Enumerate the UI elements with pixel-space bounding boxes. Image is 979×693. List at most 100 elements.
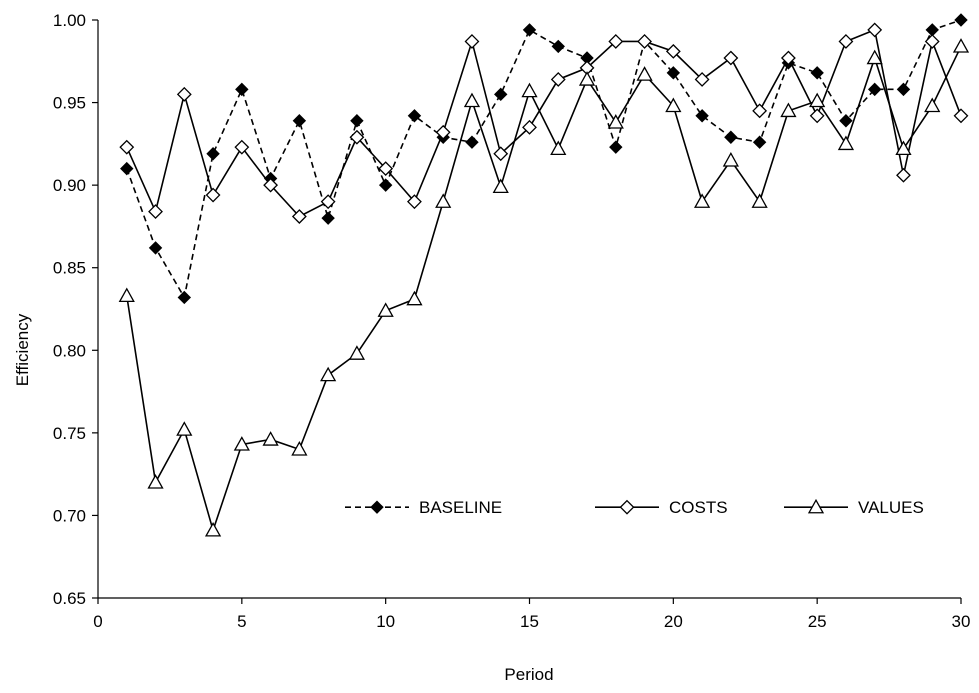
- data-point-costs: [378, 161, 394, 177]
- y-tick-label: 0.85: [53, 259, 86, 278]
- data-point-costs: [780, 50, 796, 66]
- series-values: [118, 38, 970, 537]
- legend-item-costs: COSTS: [595, 498, 728, 517]
- data-point-costs: [291, 209, 307, 224]
- data-point-values: [550, 140, 567, 156]
- data-point-costs: [493, 146, 509, 162]
- data-point-costs: [867, 22, 883, 38]
- data-point-costs: [608, 34, 624, 49]
- data-point-values: [320, 366, 337, 382]
- legend: BASELINE COSTS VALUES: [345, 498, 924, 517]
- data-point-values: [780, 102, 797, 118]
- legend-marker-costs: [619, 499, 635, 515]
- data-point-values: [751, 193, 768, 208]
- y-tick-label: 0.80: [53, 341, 86, 360]
- data-point-values: [607, 114, 624, 129]
- data-point-values: [722, 152, 739, 167]
- data-point-costs: [665, 43, 681, 59]
- data-point-values: [406, 290, 423, 306]
- data-point-costs: [407, 194, 422, 210]
- data-point-values: [463, 92, 481, 108]
- data-point-baseline: [551, 39, 565, 54]
- data-point-baseline: [954, 13, 968, 27]
- data-point-values: [176, 421, 193, 436]
- x-axis-title: Period: [504, 665, 553, 684]
- data-point-values: [952, 38, 970, 53]
- data-point-costs: [752, 103, 768, 119]
- data-point-values: [636, 66, 653, 81]
- data-point-values: [665, 97, 682, 113]
- legend-label-costs: COSTS: [669, 498, 728, 517]
- data-point-costs: [349, 129, 365, 145]
- data-point-baseline: [378, 178, 393, 192]
- data-point-values: [866, 49, 883, 65]
- data-point-baseline: [206, 147, 220, 161]
- y-tick-label: 0.70: [53, 506, 86, 525]
- data-point-baseline: [350, 114, 364, 128]
- legend-marker-baseline: [370, 500, 384, 514]
- data-point-values: [521, 82, 538, 98]
- y-tick-label: 0.75: [53, 424, 86, 443]
- data-point-costs: [176, 86, 192, 102]
- y-tick-label: 0.95: [53, 94, 86, 113]
- data-point-baseline: [177, 290, 192, 305]
- data-point-baseline: [321, 211, 335, 225]
- series-line-costs: [126, 28, 962, 218]
- data-point-costs: [464, 34, 480, 49]
- data-point-baseline: [839, 114, 853, 128]
- series-baseline: [120, 13, 968, 305]
- legend-item-baseline: BASELINE: [345, 498, 502, 517]
- data-point-baseline: [867, 82, 882, 97]
- data-point-baseline: [752, 135, 767, 149]
- series-costs: [119, 22, 969, 224]
- data-point-costs: [637, 34, 652, 49]
- data-point-costs: [896, 167, 911, 183]
- data-point-values: [435, 193, 452, 208]
- data-point-costs: [435, 124, 451, 140]
- y-tick-label: 0.65: [53, 589, 86, 608]
- data-point-baseline: [235, 82, 249, 97]
- x-tick-label: 10: [376, 612, 395, 631]
- data-point-values: [492, 178, 509, 194]
- x-tick-label: 20: [664, 612, 683, 631]
- data-point-costs: [522, 119, 537, 135]
- data-point-costs: [234, 139, 250, 155]
- data-point-values: [262, 431, 279, 446]
- data-point-values: [291, 441, 308, 456]
- data-point-costs: [119, 139, 135, 155]
- data-point-costs: [550, 72, 566, 87]
- data-point-costs: [205, 187, 221, 203]
- data-point-costs: [723, 50, 739, 66]
- legend-label-values: VALUES: [858, 498, 924, 517]
- data-point-costs: [838, 34, 854, 49]
- data-point-baseline: [695, 109, 709, 123]
- data-point-costs: [263, 177, 279, 193]
- x-tick-label: 15: [520, 612, 539, 631]
- x-tick-label: 30: [952, 612, 971, 631]
- data-point-values: [377, 302, 394, 317]
- data-point-costs: [953, 108, 969, 124]
- series-layer: [118, 13, 970, 537]
- data-point-baseline: [724, 130, 738, 144]
- data-point-baseline: [494, 87, 508, 102]
- series-line-values: [125, 46, 962, 533]
- data-point-baseline: [810, 66, 824, 80]
- data-point-values: [895, 140, 912, 156]
- data-point-baseline: [120, 161, 134, 176]
- data-point-values: [348, 345, 366, 360]
- data-point-baseline: [666, 66, 681, 80]
- data-point-baseline: [407, 109, 422, 123]
- data-point-values: [924, 97, 941, 113]
- x-tick-label: 25: [808, 612, 827, 631]
- data-point-values: [147, 474, 164, 489]
- x-tick-label: 0: [93, 612, 102, 631]
- data-point-values: [809, 92, 826, 108]
- y-tick-label: 1.00: [53, 11, 86, 30]
- data-point-costs: [694, 72, 710, 87]
- y-axis-title: Efficiency: [13, 313, 32, 386]
- plot-frame: [97, 20, 961, 599]
- data-point-baseline: [465, 135, 479, 149]
- data-point-values: [118, 287, 135, 303]
- data-point-baseline: [292, 114, 307, 128]
- x-axis-ticks: 0 5 10 15 20 25 30: [93, 598, 970, 631]
